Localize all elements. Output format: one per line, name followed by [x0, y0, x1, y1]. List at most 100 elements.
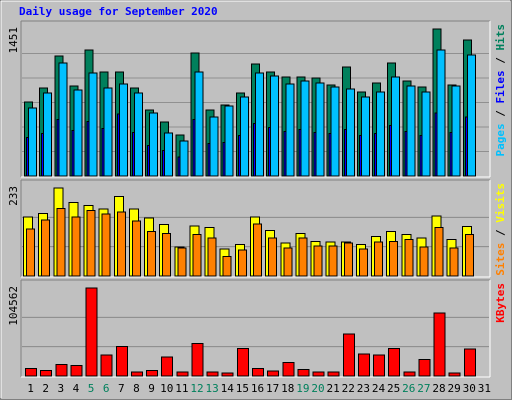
bar: [376, 91, 386, 177]
bar: [358, 248, 368, 277]
bar: [270, 75, 280, 177]
bar: [282, 362, 295, 377]
bar: [391, 76, 401, 177]
x-tick-label: 24: [372, 382, 386, 395]
bar: [130, 371, 143, 377]
bar: [373, 354, 386, 377]
bar: [433, 312, 446, 377]
bar: [71, 216, 81, 277]
bar: [298, 237, 308, 277]
bar: [43, 92, 53, 177]
bar: [315, 82, 325, 177]
x-tick-label: 20: [311, 382, 324, 395]
bar: [133, 92, 143, 177]
legend-separator: /: [494, 223, 507, 243]
x-tick-label: 15: [236, 382, 249, 395]
plot-area: [21, 280, 490, 377]
bar: [451, 85, 461, 177]
bar: [73, 89, 83, 177]
bar: [237, 249, 247, 277]
x-tick-label: 30: [463, 382, 476, 395]
bar: [374, 241, 384, 277]
bar: [85, 287, 98, 377]
bar: [55, 364, 68, 377]
x-tick-label: 14: [221, 382, 235, 395]
bar: [406, 85, 416, 177]
bar: [221, 372, 234, 377]
legend: Pages / Files / Hits: [494, 24, 507, 157]
bar: [404, 238, 414, 277]
bar: [357, 353, 370, 377]
bar: [162, 232, 172, 277]
x-tick-label: 7: [118, 382, 125, 395]
bar: [176, 371, 189, 377]
bar: [285, 83, 295, 177]
x-tick-label: 12: [190, 382, 203, 395]
bar: [192, 233, 202, 277]
bar: [464, 233, 474, 277]
bar: [191, 342, 204, 377]
bar: [224, 105, 234, 177]
legend: Sites / Visits: [494, 183, 507, 276]
legend-entry: Files: [494, 70, 507, 103]
bar: [327, 371, 340, 377]
bar: [206, 371, 219, 377]
bar: [343, 242, 353, 277]
x-tick-label: 29: [448, 382, 461, 395]
bar: [28, 107, 38, 177]
y-tick-label: 1451: [7, 27, 20, 54]
bar: [389, 240, 399, 277]
bar: [88, 72, 98, 177]
bar: [100, 354, 113, 377]
x-tick-label: 9: [148, 382, 155, 395]
x-tick-label: 31: [478, 382, 491, 395]
x-tick-label: 3: [58, 382, 65, 395]
bar: [466, 54, 476, 177]
bar: [449, 247, 459, 277]
bar: [436, 49, 446, 177]
bar: [70, 364, 83, 377]
y-tick-label: 233: [7, 186, 20, 206]
x-tick-label: 13: [205, 382, 218, 395]
bar: [222, 256, 232, 277]
bar: [403, 371, 416, 377]
legend-entry: Visits: [494, 183, 507, 223]
bar: [177, 247, 187, 277]
x-tick-label: 1: [27, 382, 34, 395]
bar: [253, 223, 262, 277]
bar: [118, 83, 128, 177]
bar: [313, 245, 323, 277]
bar: [255, 72, 264, 177]
bar: [147, 230, 157, 277]
x-tick-label: 25: [387, 382, 400, 395]
legend-separator: /: [494, 51, 507, 71]
bar: [194, 71, 204, 177]
bar: [252, 367, 264, 377]
bar: [101, 213, 111, 277]
legend-entry: Sites: [494, 243, 507, 276]
x-tick-label: 21: [327, 382, 340, 395]
bar: [330, 86, 340, 177]
bar: [40, 369, 53, 377]
x-tick-label: 28: [432, 382, 445, 395]
x-tick-label: 8: [133, 382, 140, 395]
legend-entry: KBytes: [494, 283, 507, 323]
bar: [209, 116, 219, 177]
bar: [103, 87, 113, 177]
legend-entry: Pages: [494, 123, 507, 156]
bar: [25, 367, 38, 377]
x-tick-label: 19: [296, 382, 309, 395]
bar: [164, 132, 174, 177]
bar: [86, 209, 96, 277]
bar: [41, 219, 51, 277]
x-tick-label: 27: [417, 382, 430, 395]
bar: [463, 348, 476, 377]
bar: [267, 370, 280, 377]
bar: [116, 211, 126, 277]
bar: [342, 333, 355, 377]
y-tick-label: 104562: [7, 286, 20, 326]
bar: [149, 112, 159, 177]
bar: [236, 347, 249, 377]
x-tick-label: 23: [357, 382, 370, 395]
bar: [146, 369, 159, 377]
